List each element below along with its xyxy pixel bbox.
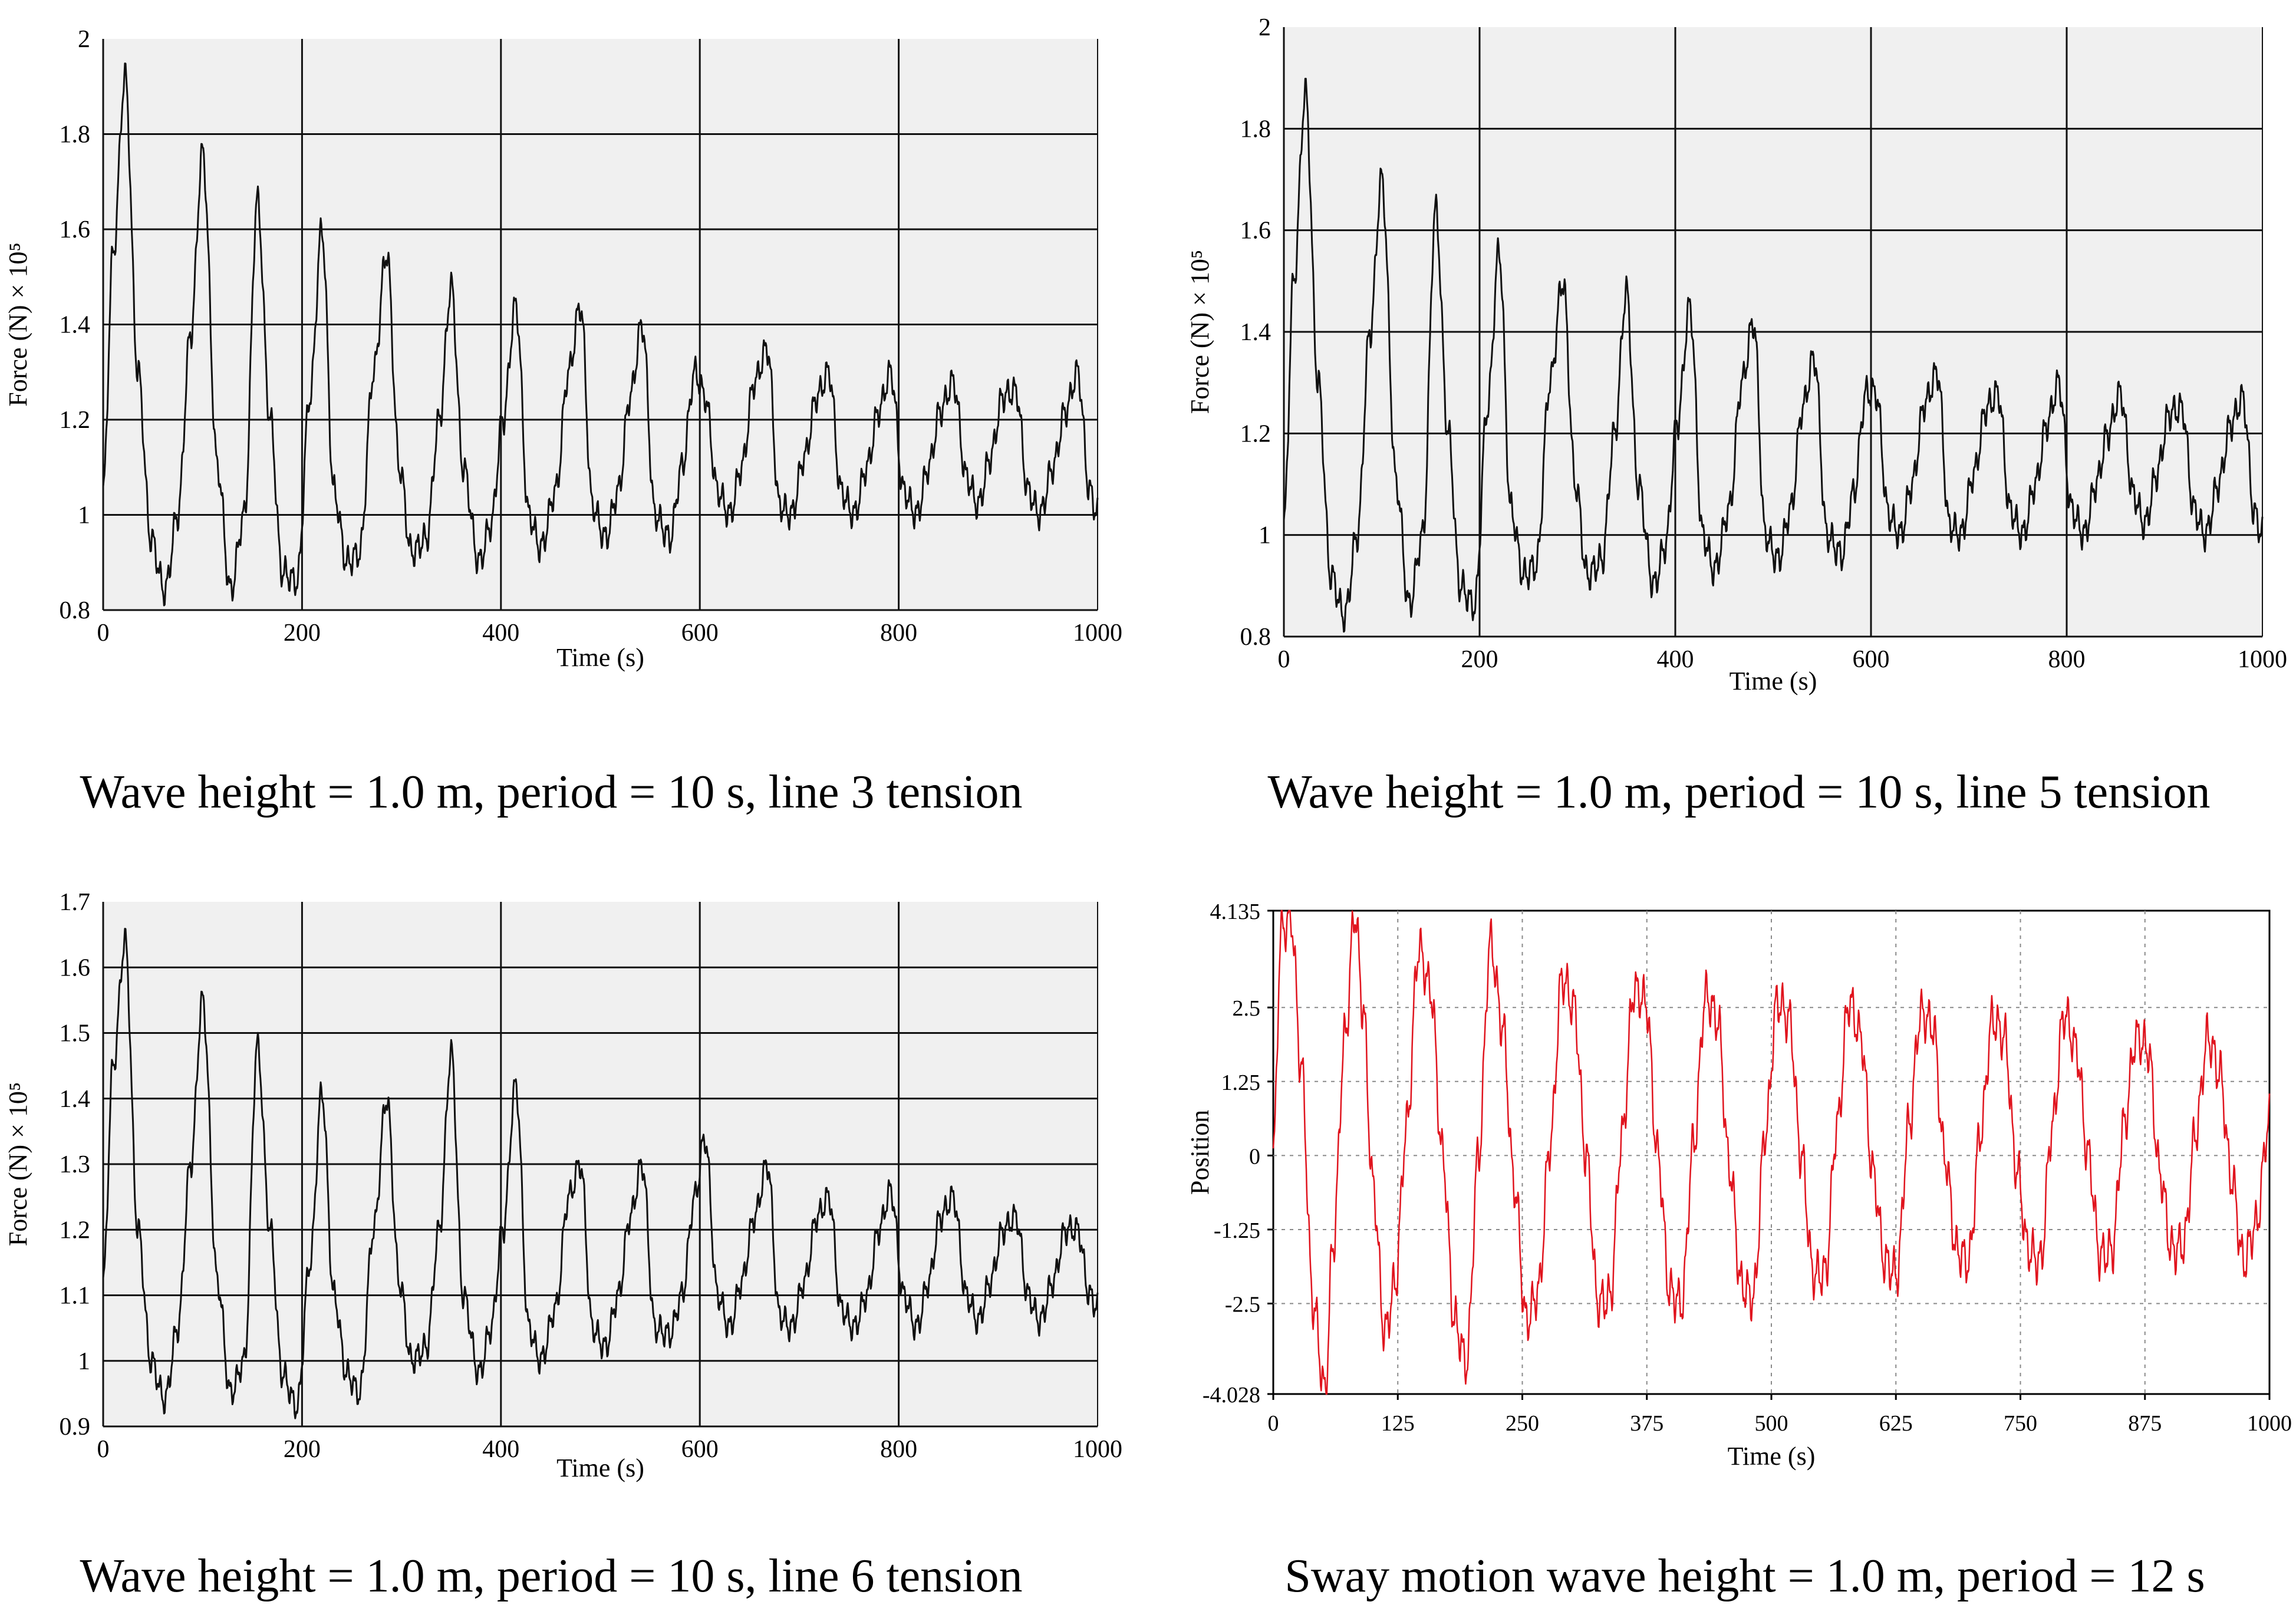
x-tick-label: 600 xyxy=(681,619,719,647)
y-axis-label: Force (N) × 10⁵ xyxy=(4,1082,32,1246)
y-tick-label: -4.028 xyxy=(1203,1383,1260,1408)
series-line xyxy=(102,928,1099,1419)
x-tick-label: 800 xyxy=(880,619,917,647)
y-tick-label: 1.3 xyxy=(60,1151,91,1178)
x-tick-label: 1000 xyxy=(1073,1436,1122,1463)
x-tick-label: 500 xyxy=(1755,1411,1788,1436)
panel-line-6-tension: 0 200 400 600 800 1000 0.9 1 1.1 1.2 1.3 1.4 1.5 1.6 1… xyxy=(4,889,1122,1602)
y-tick-label: 0.9 xyxy=(60,1413,91,1441)
y-tick-label: -2.5 xyxy=(1225,1293,1260,1317)
x-tick-label: 875 xyxy=(2128,1411,2162,1436)
y-tick-label: 2.5 xyxy=(1233,996,1261,1021)
y-tick-label: 1 xyxy=(78,1348,90,1375)
y-tick-label: 1.4 xyxy=(60,312,91,339)
y-tick-label: 1 xyxy=(78,502,90,529)
y-tick-label: 1.5 xyxy=(60,1020,91,1047)
x-tick-label: 1000 xyxy=(2238,646,2287,673)
y-axis-label: Position xyxy=(1185,1110,1214,1195)
x-tick-label: 625 xyxy=(1879,1411,1913,1436)
panel-caption: Wave height = 1.0 m, period = 10 s, line… xyxy=(80,1550,1022,1602)
x-tick-label: 0 xyxy=(1278,646,1290,673)
y-tick-label: 0.8 xyxy=(1240,624,1271,651)
x-tick-label: 200 xyxy=(284,1436,321,1463)
y-tick-label: 2 xyxy=(1259,14,1271,41)
x-tick-label: 600 xyxy=(1853,646,1890,673)
x-tick-label: 0 xyxy=(97,1436,110,1463)
y-tick-label: 2 xyxy=(78,26,90,53)
y-axis-label: Force (N) × 10⁵ xyxy=(4,242,32,406)
x-tick-label: 400 xyxy=(482,619,519,647)
y-tick-label: 1.2 xyxy=(1240,420,1271,447)
y-tick-label: 1.2 xyxy=(60,407,91,434)
y-tick-label: 1.8 xyxy=(1240,116,1271,143)
x-axis-label: Time (s) xyxy=(1730,667,1817,696)
x-tick-label: 0 xyxy=(97,619,110,647)
x-axis-label: Time (s) xyxy=(556,643,644,672)
x-tick-label: 375 xyxy=(1630,1411,1663,1436)
y-tick-label: 4.135 xyxy=(1210,899,1261,924)
x-tick-label: 1000 xyxy=(2247,1411,2292,1436)
y-tick-label: 1.7 xyxy=(60,889,91,916)
x-tick-label: 200 xyxy=(1461,646,1498,673)
x-tick-label: 750 xyxy=(2004,1411,2037,1436)
y-tick-label: 1.25 xyxy=(1221,1070,1261,1095)
y-tick-label: 0 xyxy=(1249,1144,1260,1169)
y-tick-label: 1.6 xyxy=(60,216,91,243)
panel-caption: Wave height = 1.0 m, period = 10 s, line… xyxy=(80,766,1022,818)
y-axis-label: Force (N) × 10⁵ xyxy=(1185,250,1214,414)
y-tick-label: -1.25 xyxy=(1214,1218,1260,1243)
panel-caption: Wave height = 1.0 m, period = 10 s, line… xyxy=(1267,766,2210,818)
x-tick-label: 400 xyxy=(1657,646,1694,673)
y-tick-label: 1.2 xyxy=(60,1217,91,1244)
x-axis-label: Time (s) xyxy=(1728,1442,1816,1471)
y-tick-label: 0.8 xyxy=(60,597,91,624)
panel-caption: Sway motion wave height = 1.0 m, period … xyxy=(1284,1550,2205,1602)
y-tick-label: 1.6 xyxy=(1240,218,1271,245)
x-tick-label: 600 xyxy=(681,1436,719,1463)
series-line xyxy=(102,62,1099,607)
x-tick-label: 200 xyxy=(284,619,321,647)
panel-line-5-tension: 0 200 400 600 800 1000 0.8 1 1.2 1.4 1.6 1.8 2 Time (… xyxy=(1185,14,2287,818)
x-tick-label: 125 xyxy=(1381,1411,1415,1436)
series-line xyxy=(1272,909,2271,1395)
x-axis-label: Time (s) xyxy=(556,1454,644,1482)
y-tick-label: 1.6 xyxy=(60,954,91,981)
x-tick-label: 250 xyxy=(1506,1411,1539,1436)
y-tick-label: 1.4 xyxy=(60,1086,91,1113)
y-tick-label: 1.8 xyxy=(60,121,91,149)
panel-sway-motion: 0 125 250 375 500 625 750 875 1000 -4.028 -2.5 -1.2… xyxy=(1185,899,2292,1602)
x-tick-label: 0 xyxy=(1268,1411,1279,1436)
panel-line-3-tension: 0 200 400 600 800 1000 0.8 1 1.2 1.4 1.6 1.8 2 Time (… xyxy=(4,26,1122,818)
x-tick-label: 800 xyxy=(880,1436,917,1463)
x-tick-label: 400 xyxy=(482,1436,519,1463)
y-tick-label: 1.1 xyxy=(60,1283,91,1310)
x-tick-label: 800 xyxy=(2048,646,2086,673)
y-tick-label: 1 xyxy=(1259,522,1271,549)
y-tick-label: 1.4 xyxy=(1240,319,1271,346)
x-tick-label: 1000 xyxy=(1073,619,1122,647)
series-line xyxy=(1283,78,2264,633)
